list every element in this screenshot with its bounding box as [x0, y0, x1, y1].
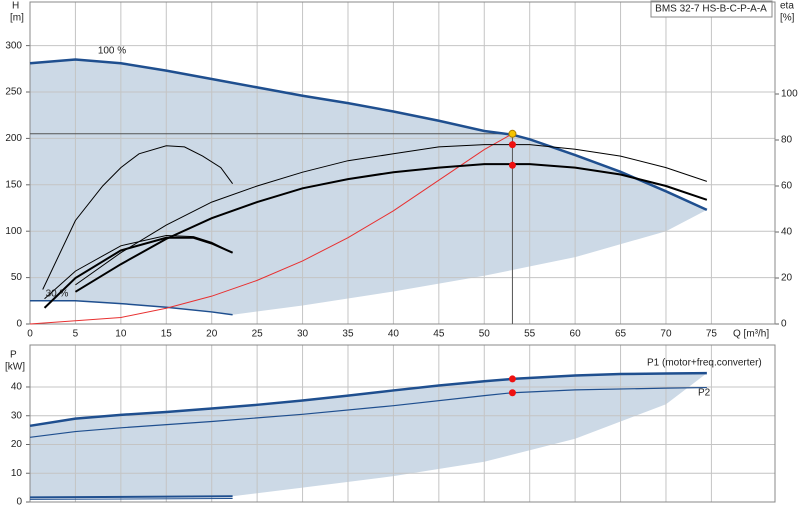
- y2-tick-label: 80: [781, 135, 793, 146]
- x-tick-label: 65: [615, 329, 627, 340]
- plot-frame: [29, 344, 776, 503]
- curve: [29, 371, 707, 428]
- y-axis-unit: [m]: [10, 13, 24, 24]
- y-axis-title: H: [12, 1, 19, 12]
- duty-point: [508, 129, 517, 138]
- x-tick-label: 75: [706, 329, 718, 340]
- y2-tick-label: 0: [781, 319, 787, 330]
- x-axis-title: Q [m³/h]: [733, 329, 769, 340]
- y-tick-label: 40: [11, 382, 23, 393]
- x-tick-label: 45: [433, 329, 445, 340]
- duty-point: [508, 141, 516, 149]
- plot-frame: [29, 1, 776, 325]
- curve: [29, 58, 708, 212]
- curve: [42, 145, 234, 290]
- x-tick-label: 35: [342, 329, 354, 340]
- y-tick-label: 50: [11, 272, 23, 283]
- y-tick-label: 200: [5, 133, 22, 144]
- y2-axis-title: eta: [780, 1, 794, 12]
- y2-tick-label: 20: [781, 273, 793, 284]
- x-tick-label: 10: [115, 329, 127, 340]
- y-tick-label: 0: [16, 497, 22, 508]
- y-tick-label: 250: [5, 87, 22, 98]
- curve: [44, 234, 233, 300]
- y2-tick-label: 60: [781, 181, 793, 192]
- duty-point: [508, 161, 516, 169]
- y2-tick-label: 40: [781, 227, 793, 238]
- curve: [29, 498, 233, 500]
- x-tick-label: 40: [388, 329, 400, 340]
- y-tick-label: 150: [5, 179, 22, 190]
- x-tick-label: 50: [479, 329, 491, 340]
- curve: [29, 495, 233, 499]
- x-tick-label: 5: [73, 329, 79, 340]
- y-tick-label: 0: [16, 319, 22, 330]
- y2-axis-unit: [%]: [780, 13, 795, 24]
- x-tick-label: 25: [252, 329, 264, 340]
- curve: [75, 144, 708, 286]
- x-tick-label: 30: [297, 329, 309, 340]
- curve-label: 30 %: [46, 289, 69, 300]
- curve: [29, 133, 513, 325]
- x-tick-label: 0: [27, 329, 33, 340]
- x-tick-label: 15: [161, 329, 173, 340]
- duty-point: [508, 389, 516, 397]
- x-tick-label: 20: [206, 329, 218, 340]
- x-tick-label: 55: [524, 329, 536, 340]
- y-tick-label: 30: [11, 410, 23, 421]
- y-axis-unit: [kW]: [5, 362, 25, 373]
- curve-label: P1 (motor+freq.converter): [647, 358, 762, 369]
- y2-tick-label: 100: [781, 89, 798, 100]
- curve-label: P2: [698, 388, 711, 399]
- x-tick-label: 70: [660, 329, 672, 340]
- curve: [30, 300, 233, 316]
- x-tick-label: 60: [570, 329, 582, 340]
- curve: [29, 386, 707, 438]
- operating-area: [30, 59, 707, 315]
- curve: [74, 163, 708, 293]
- y-tick-label: 100: [5, 226, 22, 237]
- curve: [43, 236, 234, 309]
- y-tick-label: 10: [11, 468, 23, 479]
- title-box: [650, 0, 773, 18]
- operating-area: [30, 373, 707, 498]
- curve-label: 100 %: [98, 46, 126, 57]
- y-axis-title: P: [10, 350, 17, 361]
- y-tick-label: 300: [5, 40, 22, 51]
- chart-title: BMS 32-7 HS-B-C-P-A-A: [655, 4, 767, 15]
- y-tick-label: 20: [11, 439, 23, 450]
- duty-point: [508, 375, 516, 383]
